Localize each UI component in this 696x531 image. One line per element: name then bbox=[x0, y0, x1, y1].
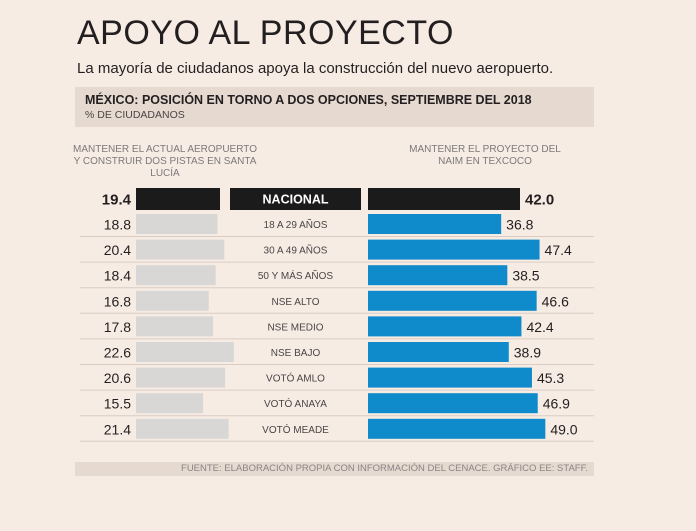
bar-right-0 bbox=[368, 188, 520, 210]
value-label-right-3: 38.5 bbox=[512, 268, 539, 284]
value-label-right-9: 49.0 bbox=[550, 421, 577, 437]
value-label-right-5: 42.4 bbox=[526, 319, 553, 335]
value-label-left-9: 21.4 bbox=[104, 421, 131, 437]
bar-right-1 bbox=[368, 214, 502, 234]
value-label-right-1: 36.8 bbox=[506, 217, 533, 233]
chart-header-panel: MÉXICO: POSICIÓN EN TORNO A DOS OPCIONES… bbox=[75, 87, 594, 127]
chart-title: APOYO AL PROYECTO bbox=[77, 14, 454, 52]
category-label-1: 18 A 29 AÑOS bbox=[264, 218, 328, 231]
category-label-9: VOTÓ MEADE bbox=[262, 423, 329, 436]
value-label-right-0: 42.0 bbox=[525, 192, 554, 209]
bar-left-5 bbox=[136, 316, 214, 337]
bar-left-2 bbox=[136, 239, 225, 260]
chart-subtitle: La mayoría de ciudadanos apoya la constr… bbox=[77, 60, 554, 77]
panel-title: MÉXICO: POSICIÓN EN TORNO A DOS OPCIONES… bbox=[85, 93, 532, 107]
category-label-8: VOTÓ ANAYA bbox=[264, 397, 327, 410]
value-label-left-1: 18.8 bbox=[104, 217, 131, 233]
bar-left-0 bbox=[136, 188, 220, 210]
bar-left-8 bbox=[136, 393, 204, 414]
unit-label: % DE CIUDADANOS bbox=[85, 109, 185, 121]
category-label-0: NACIONAL bbox=[263, 193, 329, 207]
value-label-left-2: 20.4 bbox=[104, 242, 131, 258]
bar-right-7 bbox=[368, 367, 532, 388]
value-label-left-6: 22.6 bbox=[104, 345, 131, 361]
value-label-left-3: 18.4 bbox=[104, 268, 131, 284]
category-label-5: NSE MEDIO bbox=[267, 322, 323, 333]
bar-left-1 bbox=[136, 214, 218, 234]
bar-right-2 bbox=[368, 239, 540, 260]
value-label-left-5: 17.8 bbox=[104, 319, 131, 335]
bar-left-9 bbox=[136, 418, 229, 439]
category-box-national bbox=[230, 188, 361, 210]
value-label-right-4: 46.6 bbox=[542, 293, 569, 309]
value-label-right-8: 46.9 bbox=[543, 396, 570, 412]
source-note: FUENTE: ELABORACIÓN PROPIA CON INFORMACI… bbox=[75, 462, 594, 476]
category-label-4: NSE ALTO bbox=[272, 297, 320, 308]
bar-right-8 bbox=[368, 393, 538, 414]
value-label-left-8: 15.5 bbox=[104, 396, 131, 412]
bar-left-6 bbox=[136, 342, 234, 362]
bar-left-4 bbox=[136, 290, 209, 311]
bar-right-6 bbox=[368, 342, 509, 362]
bar-right-5 bbox=[368, 316, 522, 337]
bar-right-3 bbox=[368, 265, 508, 286]
bar-right-4 bbox=[368, 290, 537, 311]
left-series-legend: MANTENER EL ACTUAL AEROPUERTO Y CONSTRUI… bbox=[73, 144, 257, 179]
value-label-right-7: 45.3 bbox=[537, 370, 564, 386]
category-label-3: 50 Y MÁS AÑOS bbox=[258, 269, 334, 282]
category-label-6: NSE BAJO bbox=[271, 348, 321, 359]
bar-left-7 bbox=[136, 367, 226, 388]
right-series-legend: MANTENER EL PROYECTO DEL NAIM EN TEXCOCO bbox=[409, 144, 561, 167]
value-label-left-0: 19.4 bbox=[102, 192, 132, 209]
value-label-left-7: 20.6 bbox=[104, 370, 131, 386]
source-text: FUENTE: ELABORACIÓN PROPIA CON INFORMACI… bbox=[181, 463, 588, 474]
category-label-7: VOTÓ AMLO bbox=[266, 372, 325, 385]
bar-right-9 bbox=[368, 418, 546, 439]
value-label-right-2: 47.4 bbox=[545, 242, 572, 258]
value-label-left-4: 16.8 bbox=[104, 293, 131, 309]
value-label-right-6: 38.9 bbox=[514, 345, 541, 361]
category-label-2: 30 A 49 AÑOS bbox=[264, 244, 328, 257]
bar-left-3 bbox=[136, 265, 216, 286]
